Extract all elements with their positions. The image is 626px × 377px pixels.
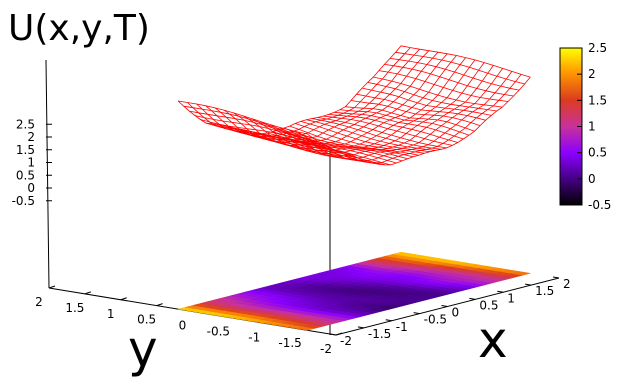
mesh-line-x	[339, 109, 470, 136]
mesh-line-x	[189, 110, 319, 142]
y-tick-label: 1.5	[65, 301, 84, 315]
x-tick-label: 0.5	[479, 298, 498, 312]
y-tick-mark	[84, 291, 92, 295]
y-tick-mark	[156, 303, 163, 307]
x-tick-mark	[413, 312, 420, 315]
x-tick-label: 1	[507, 291, 515, 305]
mesh-line-x	[389, 58, 520, 91]
y-tick-mark	[335, 332, 343, 336]
mesh-line-y	[187, 47, 411, 137]
mesh-line-x	[345, 106, 475, 132]
mesh-line-x	[395, 51, 525, 85]
mesh-line-x	[239, 128, 369, 163]
base-cell	[512, 271, 531, 276]
mesh-line-x	[323, 115, 453, 146]
mesh-line-x	[289, 125, 419, 156]
mesh-line-x	[362, 87, 492, 116]
x-tick-label: -1	[396, 320, 408, 334]
mesh-line-x	[328, 114, 458, 143]
y-tick-label: 2	[35, 295, 43, 309]
tick-labels: -2-1.5-1-0.500.511.522 1.5 1 0.5 0 -0.5 -1 -1.5…	[12, 117, 571, 356]
mesh-line-x	[272, 131, 403, 162]
mesh-line-x	[378, 70, 509, 102]
mesh-line-x	[306, 119, 436, 151]
colorbar-tick-label: 1	[588, 120, 596, 134]
z-tick-label: 1.5	[16, 143, 35, 157]
x-tick-label: -2	[340, 334, 352, 348]
z-tick-label: -0.5	[12, 194, 35, 208]
x-tick-mark	[469, 297, 476, 300]
colorbar-tick-label: 1.5	[588, 93, 607, 107]
colorbar-tick-label: -0.5	[588, 198, 611, 212]
x-tick-mark	[525, 283, 532, 286]
x-axis-label: x	[478, 311, 508, 369]
z-tick-label: 2.5	[16, 117, 35, 131]
x-tick-mark	[329, 333, 337, 336]
y-tick-label: 1	[107, 307, 115, 321]
y-tick-label: -1	[248, 330, 260, 344]
mesh-line-x	[300, 121, 430, 153]
mesh-line-x	[311, 118, 442, 150]
y-tick-label: -1.5	[278, 336, 301, 350]
y-tick-mark	[48, 285, 56, 289]
mesh-line-x	[261, 133, 392, 166]
x-tick-mark	[552, 276, 560, 279]
x-tick-mark	[441, 305, 448, 307]
mesh-line-x	[384, 64, 514, 97]
x-tick-label: -0.5	[424, 313, 447, 327]
x-tick-label: 1.5	[535, 284, 554, 298]
x-tick-mark	[385, 319, 392, 322]
x-tick-mark	[357, 326, 364, 329]
mesh-line-x	[373, 76, 503, 108]
mesh-line-x	[401, 45, 531, 78]
z-tick-label: 2	[27, 130, 35, 144]
mesh-line-x	[267, 132, 397, 164]
z-axis-line	[45, 59, 50, 289]
colorbar-tick-label: 2.5	[588, 41, 607, 55]
colorbar-tick-label: 2	[588, 67, 596, 81]
surface-mesh	[177, 45, 531, 166]
mesh-line-x	[356, 93, 486, 121]
mesh-line-x	[317, 117, 447, 149]
colorbar-tick-label: 0	[588, 172, 596, 186]
y-tick-label: -2	[320, 342, 332, 356]
mesh-line-x	[278, 129, 408, 160]
x-tick-label: 0	[452, 306, 460, 320]
mesh-line-x	[283, 127, 414, 158]
mesh-line-x	[334, 111, 464, 140]
y-tick-label: 0.5	[137, 313, 156, 327]
chart-title: U(x,y,T)	[8, 8, 150, 49]
mesh-line-x	[295, 123, 425, 154]
y-tick-mark	[120, 297, 127, 301]
x-tick-label: -1.5	[368, 327, 391, 341]
z-tick-label: 1	[27, 156, 35, 170]
x-tick-mark	[497, 290, 504, 293]
mesh-line-x	[183, 105, 313, 139]
z-tick-label: 0	[27, 181, 35, 195]
y-axis-label: y	[128, 320, 158, 377]
mesh-line-x	[367, 82, 497, 112]
x-tick-label: 2	[563, 277, 571, 291]
mesh-line-x	[350, 100, 481, 126]
y-tick-label: 0	[179, 319, 187, 333]
y-tick-label: -0.5	[207, 324, 230, 338]
z-tick-label: 0.5	[16, 168, 35, 182]
base-colormap	[178, 251, 531, 331]
colorbar: 2.5 2 1.5 1 0.5 0 -0.5	[559, 41, 611, 212]
colorbar-tick-label: 0.5	[588, 146, 607, 160]
mesh-line-y	[177, 45, 402, 135]
